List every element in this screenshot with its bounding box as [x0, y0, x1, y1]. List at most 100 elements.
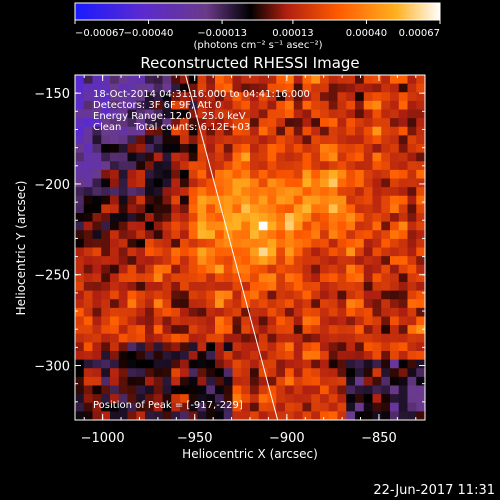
heatmap-cell: [416, 325, 425, 335]
heatmap-cell: [390, 92, 400, 102]
heatmap-cell: [337, 290, 347, 300]
heatmap-cell: [398, 351, 408, 361]
heatmap-cell: [232, 83, 242, 93]
heatmap-cell: [241, 135, 251, 145]
heatmap-cell: [381, 264, 391, 274]
heatmap-cell: [250, 161, 260, 171]
heatmap-cell: [180, 126, 190, 136]
heatmap-cell: [197, 247, 207, 257]
heatmap-cell: [75, 368, 85, 378]
heatmap-cell: [180, 290, 190, 300]
heatmap-cell: [363, 109, 373, 119]
heatmap-cell: [346, 238, 356, 248]
heatmap-cell: [311, 161, 321, 171]
heatmap-cell: [390, 394, 400, 404]
heatmap-cell: [285, 144, 295, 154]
heatmap-cell: [101, 256, 111, 266]
heatmap-cell: [311, 342, 321, 352]
heatmap-cell: [206, 161, 216, 171]
heatmap-cell: [250, 195, 260, 205]
heatmap-cell: [145, 394, 155, 404]
heatmap-cell: [267, 126, 277, 136]
heatmap-cell: [381, 290, 391, 300]
heatmap-cell: [276, 135, 286, 145]
heatmap-cell: [416, 187, 425, 197]
heatmap-cell: [258, 144, 268, 154]
heatmap-cell: [136, 411, 146, 420]
heatmap-cell: [372, 264, 382, 274]
heatmap-cell: [285, 264, 295, 274]
heatmap-cell: [267, 333, 277, 343]
heatmap-cell: [258, 264, 268, 274]
heatmap-cell: [92, 316, 102, 326]
heatmap-cell: [407, 118, 417, 128]
heatmap-cell: [197, 83, 207, 93]
heatmap-cell: [398, 385, 408, 395]
heatmap-cell: [171, 342, 181, 352]
heatmap-cell: [328, 161, 338, 171]
heatmap-cell: [293, 178, 303, 188]
heatmap-cell: [197, 161, 207, 171]
heatmap-cell: [223, 144, 233, 154]
heatmap-cell: [127, 290, 137, 300]
heatmap-cell: [206, 394, 216, 404]
heatmap-cell: [162, 161, 172, 171]
heatmap-cell: [390, 368, 400, 378]
heatmap-cell: [390, 221, 400, 231]
heatmap-cell: [267, 144, 277, 154]
heatmap-cell: [337, 75, 347, 85]
heatmap-cell: [363, 75, 373, 85]
heatmap-cell: [232, 394, 242, 404]
heatmap-cell: [180, 307, 190, 317]
heatmap-cell: [241, 75, 251, 85]
heatmap-cell: [267, 230, 277, 240]
heatmap-cell: [363, 411, 373, 420]
heatmap-cell: [293, 230, 303, 240]
heatmap-cell: [416, 282, 425, 292]
heatmap-cell: [127, 135, 137, 145]
heatmap-cell: [110, 333, 120, 343]
heatmap-cell: [118, 411, 128, 420]
footer-date: 22-Jun-2017 11:31: [373, 483, 495, 498]
heatmap-cell: [320, 204, 330, 214]
heatmap-cell: [206, 307, 216, 317]
heatmap-cell: [328, 359, 338, 369]
heatmap-cell: [328, 221, 338, 231]
heatmap-cell: [416, 256, 425, 266]
heatmap-cell: [355, 385, 365, 395]
heatmap-cell: [258, 282, 268, 292]
heatmap-cell: [293, 195, 303, 205]
heatmap-cell: [346, 83, 356, 93]
heatmap-cell: [188, 195, 198, 205]
heatmap-cell: [101, 195, 111, 205]
heatmap-cell: [372, 368, 382, 378]
heatmap-cell: [110, 238, 120, 248]
heatmap-cell: [250, 394, 260, 404]
heatmap-cell: [398, 118, 408, 128]
heatmap-cell: [136, 204, 146, 214]
heatmap-cell: [153, 161, 163, 171]
heatmap-cell: [136, 394, 146, 404]
heatmap-cell: [337, 282, 347, 292]
heatmap-cell: [180, 299, 190, 309]
heatmap-cell: [92, 213, 102, 223]
heatmap-cell: [381, 307, 391, 317]
heatmap-cell: [320, 290, 330, 300]
heatmap-cell: [215, 169, 225, 179]
heatmap-cell: [337, 161, 347, 171]
heatmap-cell: [188, 342, 198, 352]
heatmap-cell: [320, 213, 330, 223]
heatmap-cell: [197, 316, 207, 326]
heatmap-cell: [250, 118, 260, 128]
heatmap-cell: [337, 325, 347, 335]
heatmap-cell: [293, 342, 303, 352]
heatmap-cell: [355, 376, 365, 386]
heatmap-cell: [328, 178, 338, 188]
heatmap-cell: [110, 307, 120, 317]
heatmap-cell: [118, 238, 128, 248]
heatmap-cell: [250, 256, 260, 266]
heatmap-cell: [127, 230, 137, 240]
heatmap-cell: [223, 282, 233, 292]
heatmap-cell: [101, 333, 111, 343]
heatmap-cell: [285, 213, 295, 223]
